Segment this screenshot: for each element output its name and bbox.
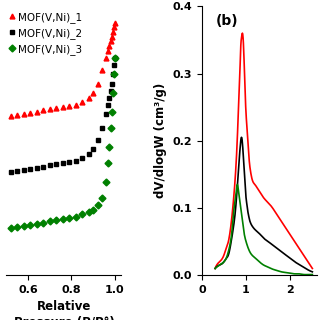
MOF(V,Ni)_1 [111, 30, 115, 34]
MOF(V,Ni)_2 [22, 168, 26, 172]
MOF(V,Ni)_1 [108, 40, 112, 44]
MOF(V,Ni)_3 [112, 72, 116, 76]
MOF(V,Ni)_2 [48, 164, 52, 167]
MOF(V,Ni)_2 [91, 147, 95, 151]
Text: (b): (b) [216, 14, 238, 28]
MOF(V,Ni)_3 [91, 208, 95, 212]
MOF(V,Ni)_1 [113, 21, 117, 25]
X-axis label: Relative
Pressure (P/P°): Relative Pressure (P/P°) [13, 300, 114, 320]
MOF(V,Ni)_3 [111, 91, 115, 95]
MOF(V,Ni)_1 [100, 68, 104, 71]
MOF(V,Ni)_1 [87, 96, 91, 100]
MOF(V,Ni)_1 [35, 110, 39, 114]
MOF(V,Ni)_1 [48, 107, 52, 111]
MOF(V,Ni)_3 [74, 215, 78, 219]
Line: MOF(V,Ni)_1: MOF(V,Ni)_1 [8, 20, 117, 119]
MOF(V,Ni)_1 [74, 103, 78, 107]
MOF(V,Ni)_1 [108, 44, 111, 48]
MOF(V,Ni)_3 [48, 220, 52, 223]
MOF(V,Ni)_2 [110, 82, 114, 85]
MOF(V,Ni)_2 [108, 89, 112, 92]
MOF(V,Ni)_2 [61, 161, 65, 165]
MOF(V,Ni)_2 [108, 96, 111, 100]
MOF(V,Ni)_2 [35, 166, 39, 170]
MOF(V,Ni)_3 [22, 224, 26, 228]
MOF(V,Ni)_2 [100, 126, 104, 130]
MOF(V,Ni)_1 [9, 114, 13, 118]
MOF(V,Ni)_1 [112, 26, 116, 29]
MOF(V,Ni)_1 [54, 106, 58, 110]
MOF(V,Ni)_1 [61, 105, 65, 109]
MOF(V,Ni)_3 [113, 56, 117, 60]
MOF(V,Ni)_1 [104, 56, 108, 60]
MOF(V,Ni)_3 [108, 126, 112, 130]
MOF(V,Ni)_2 [104, 112, 108, 116]
MOF(V,Ni)_2 [41, 164, 45, 168]
MOF(V,Ni)_3 [9, 227, 13, 230]
MOF(V,Ni)_3 [110, 110, 114, 114]
MOF(V,Ni)_1 [15, 113, 19, 117]
MOF(V,Ni)_2 [54, 162, 58, 166]
MOF(V,Ni)_1 [28, 111, 32, 115]
MOF(V,Ni)_2 [87, 152, 91, 156]
MOF(V,Ni)_2 [68, 160, 71, 164]
MOF(V,Ni)_3 [100, 196, 104, 200]
MOF(V,Ni)_3 [35, 222, 39, 226]
MOF(V,Ni)_2 [111, 72, 115, 76]
MOF(V,Ni)_3 [80, 212, 84, 216]
MOF(V,Ni)_1 [41, 108, 45, 112]
MOF(V,Ni)_1 [107, 49, 110, 53]
Legend: MOF(V,Ni)_1, MOF(V,Ni)_2, MOF(V,Ni)_3: MOF(V,Ni)_1, MOF(V,Ni)_2, MOF(V,Ni)_3 [9, 12, 82, 55]
MOF(V,Ni)_3 [96, 203, 100, 207]
MOF(V,Ni)_3 [61, 217, 65, 221]
MOF(V,Ni)_3 [15, 225, 19, 229]
MOF(V,Ni)_2 [80, 156, 84, 160]
MOF(V,Ni)_1 [96, 82, 100, 85]
MOF(V,Ni)_2 [113, 56, 117, 60]
MOF(V,Ni)_3 [108, 145, 111, 148]
MOF(V,Ni)_3 [104, 180, 108, 184]
MOF(V,Ni)_1 [80, 100, 84, 104]
MOF(V,Ni)_2 [28, 167, 32, 171]
MOF(V,Ni)_1 [22, 112, 26, 116]
Line: MOF(V,Ni)_2: MOF(V,Ni)_2 [8, 55, 117, 175]
MOF(V,Ni)_3 [107, 161, 110, 165]
Line: MOF(V,Ni)_3: MOF(V,Ni)_3 [8, 55, 117, 231]
MOF(V,Ni)_1 [91, 91, 95, 95]
MOF(V,Ni)_3 [68, 216, 71, 220]
MOF(V,Ni)_3 [28, 223, 32, 227]
MOF(V,Ni)_2 [15, 169, 19, 173]
MOF(V,Ni)_2 [74, 159, 78, 163]
MOF(V,Ni)_1 [68, 104, 71, 108]
MOF(V,Ni)_2 [9, 171, 13, 174]
MOF(V,Ni)_3 [41, 221, 45, 225]
MOF(V,Ni)_3 [54, 218, 58, 222]
MOF(V,Ni)_2 [107, 103, 110, 107]
Y-axis label: dV/dlogW (cm³/g): dV/dlogW (cm³/g) [154, 83, 167, 198]
MOF(V,Ni)_3 [87, 210, 91, 214]
MOF(V,Ni)_2 [96, 138, 100, 141]
MOF(V,Ni)_2 [112, 63, 116, 67]
MOF(V,Ni)_1 [110, 35, 114, 39]
